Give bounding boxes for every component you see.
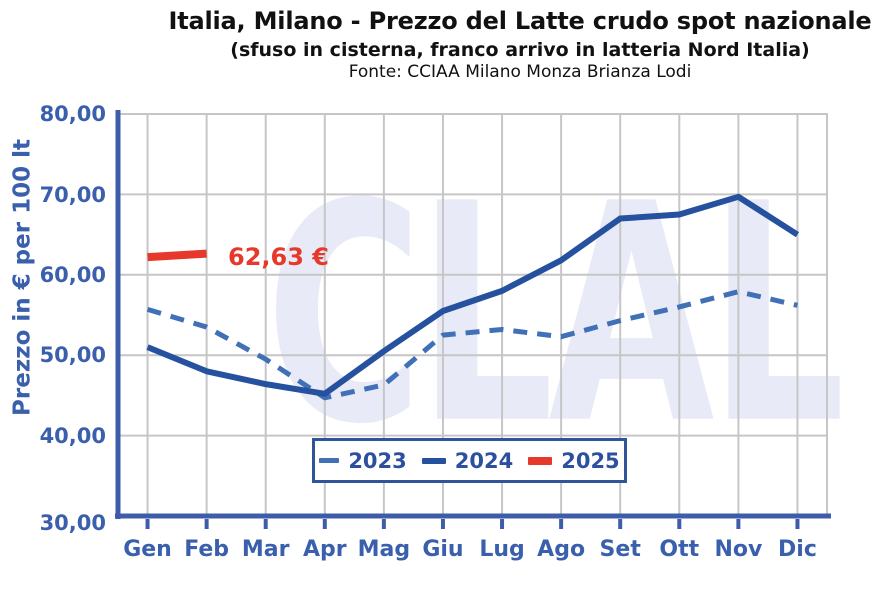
legend-swatch-2023-dashed-line xyxy=(319,458,340,463)
y-tick-label: 70,00 xyxy=(39,183,106,207)
x-tick-label: Feb xyxy=(184,537,230,562)
x-tick-label: Ott xyxy=(659,537,700,562)
x-tick-label: Dic xyxy=(778,537,817,562)
x-tick-label: Lug xyxy=(479,537,525,562)
x-tick-label: Gen xyxy=(123,537,172,562)
y-tick-label: 80,00 xyxy=(39,102,106,126)
legend-swatch-2024-solid-line xyxy=(421,457,446,464)
latest-price-annotation: 62,63 € xyxy=(228,243,329,271)
chart-legend: 2023 2024 2025 xyxy=(312,438,627,483)
legend-item-2025: 2025 xyxy=(528,448,620,473)
series-line-2023 xyxy=(146,289,799,401)
x-tick-label: Nov xyxy=(714,537,763,562)
x-tick-label: Apr xyxy=(302,537,347,562)
page-title: Italia, Milano - Prezzo del Latte crudo … xyxy=(168,7,872,35)
legend-swatch-2025-solid-line xyxy=(528,456,553,465)
y-tick-label: 60,00 xyxy=(39,263,106,287)
x-tick-label: Mag xyxy=(357,537,411,562)
legend-label: 2023 xyxy=(348,448,407,473)
x-tick-label: Ago xyxy=(537,537,586,562)
series-line-2025 xyxy=(147,249,207,262)
page-subtitle: (sfuso in cisterna, franco arrivo in lat… xyxy=(230,39,810,61)
legend-label: 2024 xyxy=(454,448,514,473)
y-axis-title: Prezzo in € per 100 lt xyxy=(9,139,36,416)
x-tick-label: Giu xyxy=(422,537,464,562)
x-tick-label: Mar xyxy=(241,537,290,562)
y-tick-label: 50,00 xyxy=(39,343,106,367)
legend-item-2023: 2023 xyxy=(319,448,407,473)
legend-label: 2025 xyxy=(561,448,620,473)
series-line-2024 xyxy=(146,193,800,397)
source-caption: Fonte: CCIAA Milano Monza Brianza Lodi xyxy=(348,62,692,82)
y-tick-label: 30,00 xyxy=(39,511,106,535)
x-tick-label: Set xyxy=(599,537,641,562)
legend-item-2024: 2024 xyxy=(421,448,514,473)
y-tick-label: 40,00 xyxy=(39,424,106,448)
